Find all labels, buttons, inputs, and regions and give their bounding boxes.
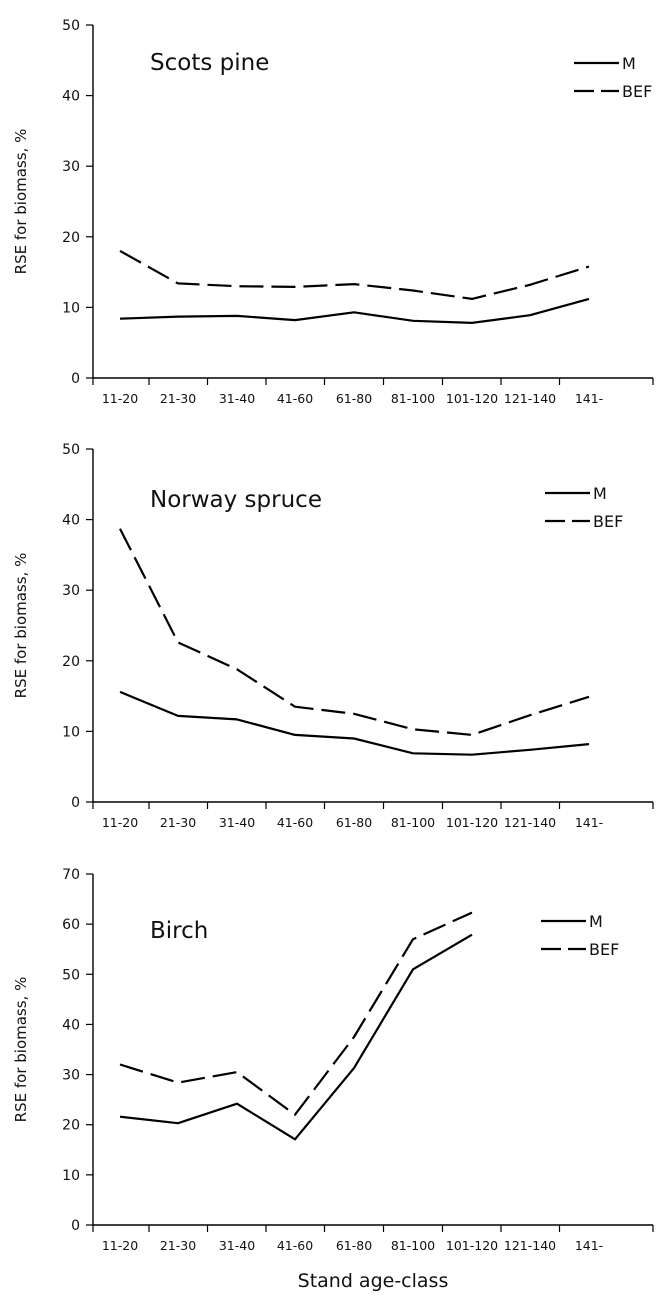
- y-tick-label: 30: [62, 583, 80, 599]
- panel-2: 0 10 20 30 40 50 11-20 21-30 31-40 41-60 61-80 81-1…: [12, 442, 654, 830]
- y-tick-label: 50: [62, 442, 80, 458]
- y-tick-label: 30: [62, 159, 80, 175]
- x-tick-label: 61-80: [336, 391, 372, 406]
- x-tick-label: 81-100: [391, 1238, 435, 1253]
- x-tick-label: 31-40: [219, 1238, 255, 1253]
- y-tick-label: 10: [62, 724, 80, 740]
- y-tick-label: 0: [71, 1218, 80, 1234]
- x-tick-label: 61-80: [336, 1238, 372, 1253]
- x-tick-label: 41-60: [277, 815, 313, 830]
- legend-label-m: M: [589, 912, 603, 931]
- y-tick-label: 30: [62, 1068, 80, 1084]
- y-tick-label: 20: [62, 1118, 80, 1134]
- x-tick-label: 31-40: [219, 815, 255, 830]
- x-tick-label: 11-20: [102, 815, 138, 830]
- y-tick-label: 20: [62, 230, 80, 246]
- series-line-m: [119, 933, 473, 1141]
- legend: M BEF: [545, 484, 623, 531]
- y-tick-label: 50: [62, 18, 80, 34]
- x-tick-label: 11-20: [102, 391, 138, 406]
- y-tick-label: 20: [62, 654, 80, 670]
- panel-title: Norway spruce: [150, 487, 322, 513]
- panel-3: 0 10 20 30 40 50 60 70 11-20 21-30 31-40 41-60 61-80…: [12, 867, 654, 1292]
- x-tick-label: 101-120: [446, 391, 498, 406]
- series-line-m: [119, 297, 590, 324]
- y-tick-label: 40: [62, 513, 80, 529]
- y-tick-label: 60: [62, 917, 80, 933]
- legend: M BEF: [574, 54, 652, 101]
- y-tick-label: 40: [62, 1017, 80, 1033]
- y-tick-label: 0: [71, 371, 80, 387]
- y-axis-label: RSE for biomass, %: [12, 977, 30, 1123]
- legend-label-m: M: [622, 54, 636, 73]
- x-tick-label: 21-30: [160, 815, 196, 830]
- x-axis-label: Stand age-class: [298, 1270, 449, 1292]
- x-tick-label: 31-40: [219, 391, 255, 406]
- y-tick-label: 50: [62, 967, 80, 983]
- x-tick-label: 101-120: [446, 1238, 498, 1253]
- y-tick-label: 10: [62, 1168, 80, 1184]
- y-tick-label: 40: [62, 89, 80, 105]
- y-axis-label: RSE for biomass, %: [12, 553, 30, 699]
- series-line-bef: [119, 249, 590, 300]
- y-tick-label: 10: [62, 300, 80, 316]
- y-tick-label: 0: [71, 795, 80, 811]
- x-tick-label: 41-60: [277, 391, 313, 406]
- panel-title: Birch: [150, 918, 208, 944]
- x-tick-label: 141-: [575, 391, 603, 406]
- x-tick-label: 141-: [575, 815, 603, 830]
- x-tick-label: 21-30: [160, 391, 196, 406]
- panel-title: Scots pine: [150, 50, 269, 76]
- x-tick-label: 121-140: [504, 815, 556, 830]
- legend-label-bef: BEF: [622, 82, 652, 101]
- legend-label-m: M: [593, 484, 607, 503]
- series-line-m: [119, 690, 590, 756]
- y-axis-label: RSE for biomass, %: [12, 129, 30, 275]
- x-tick-label: 81-100: [391, 391, 435, 406]
- series-line-bef: [119, 911, 473, 1116]
- series-line-bef: [119, 528, 590, 737]
- x-tick-label: 101-120: [446, 815, 498, 830]
- x-tick-label: 141-: [575, 1238, 603, 1253]
- panel-1: 0 10 20 30 40 50 11-20 21-30 31-40 41-60 61-80 81-1…: [12, 18, 654, 406]
- x-tick-label: 41-60: [277, 1238, 313, 1253]
- legend-label-bef: BEF: [593, 512, 623, 531]
- legend: M BEF: [541, 912, 619, 959]
- y-tick-label: 70: [62, 867, 80, 883]
- x-tick-label: 121-140: [504, 391, 556, 406]
- legend-label-bef: BEF: [589, 940, 619, 959]
- x-tick-label: 61-80: [336, 815, 372, 830]
- x-tick-label: 11-20: [102, 1238, 138, 1253]
- x-tick-label: 21-30: [160, 1238, 196, 1253]
- x-tick-label: 81-100: [391, 815, 435, 830]
- x-tick-label: 121-140: [504, 1238, 556, 1253]
